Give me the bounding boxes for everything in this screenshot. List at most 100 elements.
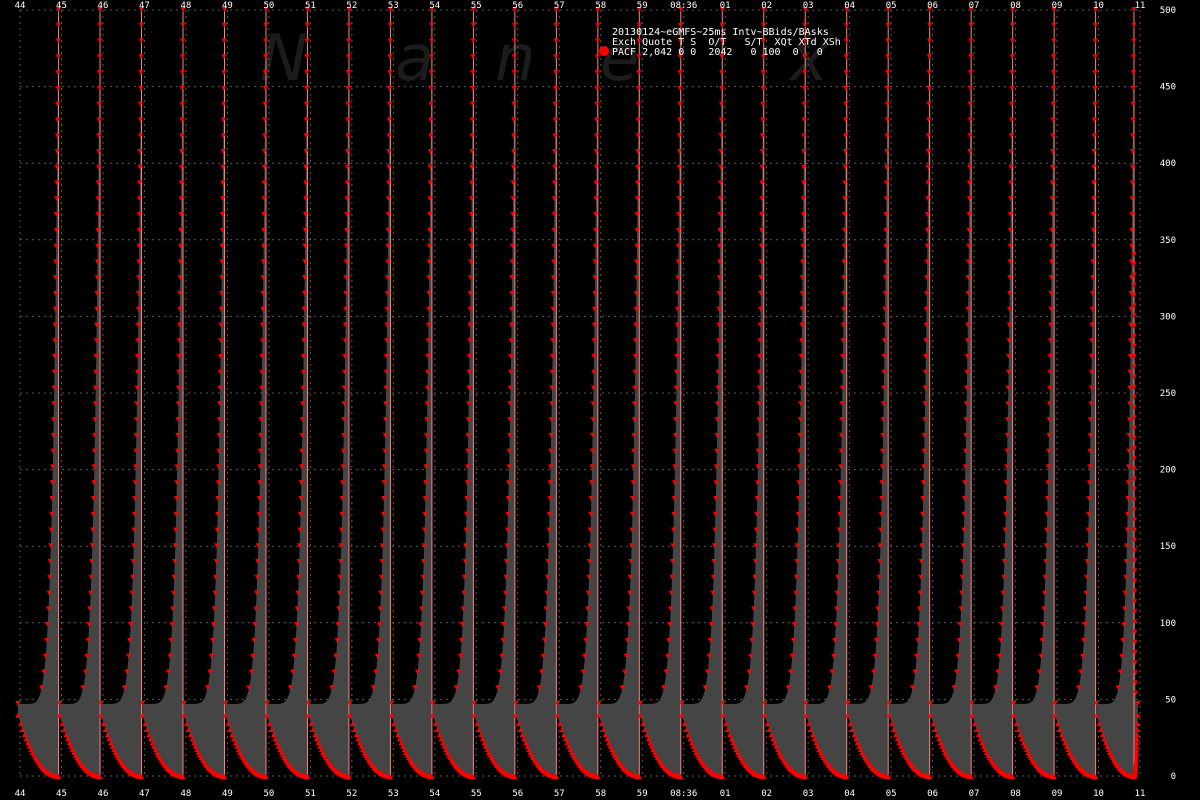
ask-marker: [794, 559, 800, 564]
ask-marker: [54, 212, 60, 217]
ask-marker: [499, 653, 505, 659]
ask-marker: [429, 38, 435, 44]
ask-marker: [844, 7, 850, 12]
ask-marker: [95, 259, 100, 265]
cycle-area: [59, 10, 101, 776]
ask-marker: [924, 275, 930, 281]
ask-marker: [627, 590, 633, 596]
ask-marker: [1045, 496, 1051, 501]
ask-marker: [713, 480, 719, 486]
ask-marker: [138, 117, 143, 123]
ask-marker: [50, 448, 56, 454]
bid-marker: [148, 736, 154, 742]
ask-marker: [715, 354, 721, 359]
ask-marker: [744, 685, 750, 691]
ask-marker: [257, 480, 263, 486]
ask-marker: [497, 669, 503, 675]
y-tick-label: 400: [1160, 159, 1176, 169]
ask-marker: [1092, 85, 1098, 91]
bid-marker: [885, 774, 891, 779]
ask-marker: [676, 180, 682, 186]
ask-marker: [331, 669, 337, 675]
ask-marker: [756, 417, 762, 423]
x-tick-label-bottom: 59: [637, 789, 648, 799]
cycle-area: [225, 10, 266, 776]
ask-marker: [220, 133, 226, 139]
x-tick-label-bottom: 58: [595, 789, 606, 799]
ask-marker: [338, 543, 344, 549]
x-tick-label-bottom: 49: [222, 789, 233, 799]
ask-marker: [922, 432, 927, 438]
ask-marker: [221, 22, 227, 28]
ask-marker: [465, 432, 471, 438]
ask-marker: [878, 527, 884, 533]
ask-marker: [883, 275, 888, 281]
bid-marker: [189, 736, 195, 742]
ask-marker: [170, 606, 176, 612]
bid-marker: [186, 727, 192, 733]
ask-marker: [631, 464, 636, 470]
ask-marker: [1007, 259, 1013, 265]
ask-marker: [875, 606, 881, 612]
ask-marker: [1131, 415, 1137, 421]
ask-marker: [798, 369, 804, 375]
ask-marker: [554, 701, 560, 706]
x-tick-label-top: 55: [471, 1, 482, 11]
ask-marker: [1132, 537, 1137, 543]
bid-marker: [61, 727, 67, 733]
ask-marker: [718, 149, 724, 154]
bid-marker: [521, 736, 527, 742]
ask-marker: [842, 180, 848, 186]
ask-marker: [719, 38, 725, 44]
ask-marker: [882, 290, 888, 296]
ask-marker: [178, 227, 184, 233]
ask-marker: [845, 701, 851, 706]
ask-marker: [263, 54, 269, 60]
ask-marker: [796, 480, 802, 486]
ask-marker: [51, 417, 57, 423]
bid-marker: [972, 721, 978, 727]
ask-marker: [752, 574, 758, 580]
ask-marker: [376, 637, 382, 643]
cycle-area: [1055, 10, 1096, 776]
ask-marker: [593, 164, 599, 170]
ask-marker: [425, 354, 431, 359]
ask-marker: [53, 227, 59, 233]
ask-marker: [1131, 282, 1137, 288]
ask-marker: [469, 196, 475, 202]
ask-marker: [998, 637, 1004, 643]
ask-marker: [221, 38, 227, 44]
ask-marker: [802, 7, 808, 12]
ask-marker: [882, 306, 888, 312]
ask-marker: [1131, 252, 1137, 258]
bid-marker: [606, 740, 612, 746]
ask-marker: [1007, 306, 1012, 312]
ask-marker: [594, 70, 600, 76]
ask-marker: [665, 653, 671, 659]
ask-marker: [635, 117, 641, 123]
bid-marker: [602, 732, 608, 738]
ask-marker: [387, 70, 393, 76]
bid-marker: [480, 736, 486, 742]
ask-marker: [96, 133, 102, 139]
ask-marker: [93, 385, 99, 391]
ask-marker: [584, 622, 590, 628]
ask-marker: [95, 243, 101, 249]
ask-marker: [1084, 559, 1090, 564]
ask-marker: [717, 212, 723, 217]
x-tick-label-top: 01: [720, 1, 731, 11]
watermark-letter-a: a: [395, 22, 434, 96]
ask-marker: [213, 559, 219, 564]
cycle-area: [391, 10, 432, 776]
ask-marker: [52, 322, 58, 328]
ask-marker: [1132, 517, 1137, 523]
ask-marker: [714, 417, 720, 423]
ask-marker: [463, 527, 469, 533]
bid-marker: [927, 774, 933, 779]
bid-marker: [811, 736, 817, 742]
x-tick-label-top: 45: [56, 1, 67, 11]
ask-marker: [1130, 85, 1136, 91]
x-tick-label-top: 09: [1052, 1, 1063, 11]
bid-marker: [353, 732, 359, 738]
bid-marker: [474, 721, 480, 727]
